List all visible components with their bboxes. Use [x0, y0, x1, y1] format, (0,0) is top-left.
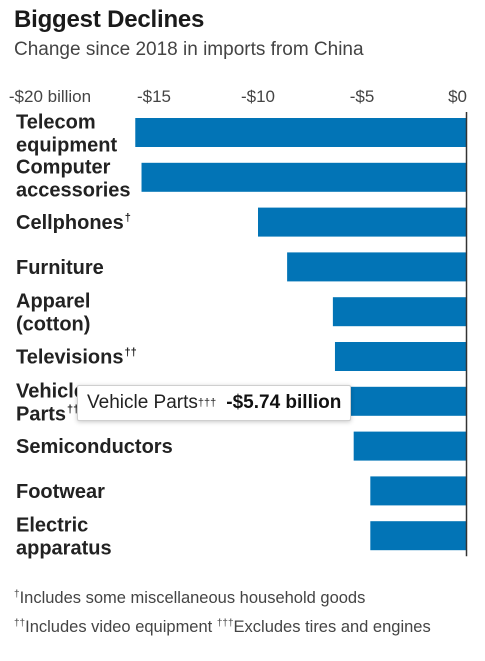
bar [370, 521, 466, 551]
chart-title: Biggest Declines [14, 6, 205, 33]
category-mark: † [125, 212, 131, 224]
category-label: Cellphones† [16, 212, 131, 234]
category-label: Apparel [16, 291, 90, 313]
category-label: Semiconductors [16, 436, 173, 458]
bar [332, 297, 466, 327]
x-tick-label: -$5 [350, 87, 375, 106]
bar [287, 252, 466, 282]
category-label: Vehicle [16, 380, 85, 402]
hover-tooltip: Vehicle Parts ††† -$5.74 billion [77, 385, 352, 421]
category-label: Parts††† [16, 403, 85, 425]
tooltip-mark: ††† [197, 397, 217, 409]
category-label: equipment [16, 135, 117, 157]
bar [258, 207, 466, 237]
footnote-2-text: Includes video equipment [25, 618, 213, 636]
bar [353, 431, 466, 461]
category-label: (cotton) [16, 314, 90, 336]
footnote-1: †Includes some miscellaneous household g… [14, 582, 474, 611]
bar [334, 342, 466, 371]
footnote-3-mark: ††† [216, 618, 234, 629]
category-mark: †† [124, 347, 136, 359]
category-label: accessories [16, 179, 131, 201]
category-label: Footwear [16, 481, 105, 503]
footnote-1-text: Includes some miscellaneous household go… [19, 589, 366, 607]
bar [141, 162, 466, 192]
chart-subtitle: Change since 2018 in imports from China [14, 39, 364, 60]
x-tick-label: -$10 [241, 87, 275, 106]
category-label: Furniture [16, 257, 104, 279]
category-label: apparatus [16, 538, 112, 560]
footnote-2-mark: †† [14, 618, 26, 629]
bar [370, 476, 466, 506]
category-label: Telecom [16, 112, 96, 134]
bar [135, 118, 466, 147]
x-tick-label: -$15 [137, 87, 171, 106]
tooltip-value: -$5.74 billion [226, 392, 342, 413]
category-label: Electric [16, 515, 88, 537]
footnote-2-3: ††Includes video equipment †††Excludes t… [14, 611, 474, 640]
bar-chart: -$20 billion -$15 -$10 -$5 $0 Telecomequipmen… [9, 87, 468, 560]
bar [346, 386, 466, 416]
tooltip-label: Vehicle Parts [87, 392, 198, 413]
footnote-3-text: Excludes tires and engines [233, 618, 431, 636]
footnotes: †Includes some miscellaneous household g… [14, 582, 474, 640]
x-tick-label: $0 [448, 87, 467, 106]
category-label: Televisions†† [16, 347, 137, 369]
footnote-1-mark: † [14, 589, 20, 600]
x-tick-label: -$20 billion [9, 87, 91, 106]
category-label: Computer [16, 156, 111, 178]
